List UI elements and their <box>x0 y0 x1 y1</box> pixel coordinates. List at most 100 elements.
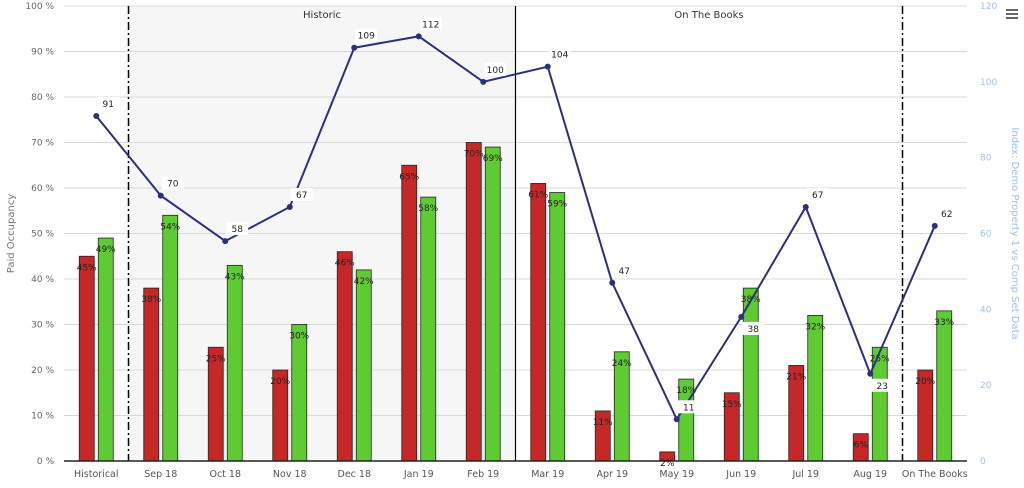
bar-series2 <box>291 324 308 462</box>
index-data-label: 67 <box>296 191 307 201</box>
x-tick-label: Sep 18 <box>144 469 177 480</box>
index-data-label: 23 <box>877 382 888 392</box>
bar-data-label: 18% <box>676 386 696 396</box>
x-tick-label: Historical <box>74 469 119 480</box>
index-label-bg <box>97 96 120 110</box>
index-point <box>93 112 100 119</box>
index-point <box>802 203 809 210</box>
bar-series2 <box>162 214 179 462</box>
bar-data-label: 69% <box>483 154 503 164</box>
bar-series1 <box>78 255 95 462</box>
index-label-bg <box>226 222 249 236</box>
index-label-bg <box>677 400 700 414</box>
y2-tick-label: 20 <box>980 381 992 391</box>
bar-series1 <box>336 251 353 462</box>
x-tick-label: May 19 <box>659 469 694 480</box>
index-data-label: 104 <box>551 51 568 61</box>
index-data-label: 58 <box>232 225 244 235</box>
y-tick-label: 0 % <box>37 457 55 467</box>
index-label-bg <box>484 62 507 76</box>
index-label-bg <box>419 17 442 31</box>
index-data-label: 112 <box>422 20 439 30</box>
y-tick-label: 70 % <box>31 139 54 149</box>
index-point <box>415 33 422 40</box>
bar-series2 <box>549 192 566 462</box>
index-label-bg <box>806 187 829 201</box>
index-data-label: 109 <box>358 32 375 42</box>
index-data-label: 38 <box>748 325 760 335</box>
y2-axis-title: Index: Demo Property 1 vs Comp Set Data <box>1009 127 1020 339</box>
y-tick-label: 30 % <box>31 321 54 331</box>
index-data-label: 11 <box>683 403 694 413</box>
y-axis-title: Paid Occupancy <box>6 194 17 274</box>
bar-data-label: 70% <box>464 150 484 160</box>
y-tick-label: 100 % <box>25 2 54 12</box>
x-tick-label: Oct 18 <box>209 469 241 480</box>
bar-data-label: 42% <box>354 277 374 287</box>
bar-data-label: 43% <box>225 272 245 282</box>
bar-data-label: 59% <box>547 200 567 210</box>
bar-data-label: 15% <box>722 400 742 410</box>
index-label-bg <box>935 206 958 220</box>
bar-data-label: 45% <box>77 263 97 273</box>
y2-tick-label: 80 <box>980 154 992 164</box>
bar-series1 <box>401 164 418 462</box>
bar-data-label: 61% <box>528 190 548 200</box>
index-label-bg <box>613 263 636 277</box>
index-data-label: 91 <box>103 100 114 110</box>
hamburger-menu-icon <box>1006 9 1018 19</box>
bar-data-label: 33% <box>934 318 954 328</box>
y-tick-label: 80 % <box>31 93 54 103</box>
index-point <box>609 279 616 286</box>
bar-data-label: 24% <box>612 359 632 369</box>
bar-data-label: 20% <box>915 377 935 387</box>
index-point <box>157 192 164 199</box>
index-data-label: 70 <box>167 180 179 190</box>
y-tick-label: 60 % <box>31 184 54 194</box>
index-label-bg <box>355 28 378 42</box>
x-tick-label: Nov 18 <box>273 469 307 480</box>
y2-tick-label: 40 <box>980 305 992 315</box>
x-tick-label: Mar 19 <box>531 469 564 480</box>
y-tick-label: 40 % <box>31 275 54 285</box>
bar-series1 <box>465 142 482 462</box>
band-label: Historic <box>303 10 341 21</box>
bar-data-label: 2% <box>660 459 675 469</box>
bar-series2 <box>742 287 759 462</box>
index-point <box>480 78 487 85</box>
index-point <box>931 222 938 229</box>
bar-data-label: 49% <box>96 245 116 255</box>
x-tick-label: Jul 19 <box>791 469 819 480</box>
index-label-bg <box>290 187 313 201</box>
index-point <box>351 44 358 51</box>
bar-series1 <box>207 346 224 462</box>
bar-data-label: 30% <box>289 332 309 342</box>
bar-data-label: 54% <box>160 222 180 232</box>
index-data-label: 62 <box>941 210 952 220</box>
bar-series2 <box>355 269 372 462</box>
bar-series2 <box>97 237 114 462</box>
index-data-label: 67 <box>812 191 823 201</box>
bar-data-label: 21% <box>786 372 806 382</box>
x-tick-label: Aug 19 <box>853 469 887 480</box>
x-tick-label: Jan 19 <box>403 469 434 480</box>
index-label-bg <box>742 321 765 335</box>
bar-data-label: 11% <box>593 418 613 428</box>
bar-data-label: 58% <box>418 204 438 214</box>
bar-data-label: 20% <box>270 377 290 387</box>
chart-menu-button[interactable] <box>1006 8 1018 20</box>
bar-series1 <box>530 183 547 462</box>
bar-data-label: 38% <box>141 295 161 305</box>
y2-tick-label: 0 <box>980 457 986 467</box>
band-label: On The Books <box>674 10 743 21</box>
x-tick-label: Dec 18 <box>338 469 372 480</box>
y-tick-label: 10 % <box>31 412 54 422</box>
index-label-bg <box>161 176 184 190</box>
x-tick-label: On The Books <box>902 469 968 480</box>
bar-series2 <box>807 314 824 462</box>
y2-tick-label: 60 <box>980 230 992 240</box>
x-tick-label: Apr 19 <box>596 469 628 480</box>
x-tick-label: Jun 19 <box>725 469 756 480</box>
bar-data-label: 46% <box>335 259 355 269</box>
